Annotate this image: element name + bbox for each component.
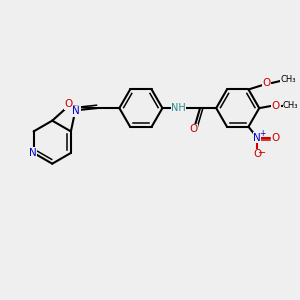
Text: O: O <box>64 99 72 109</box>
Text: −: − <box>258 148 266 158</box>
Text: O: O <box>262 78 271 88</box>
Text: O: O <box>190 124 198 134</box>
Text: O: O <box>272 101 280 111</box>
Text: CH₃: CH₃ <box>281 75 296 84</box>
Text: +: + <box>259 129 265 138</box>
Text: N: N <box>73 106 80 116</box>
Text: O: O <box>271 133 279 142</box>
Text: CH₃: CH₃ <box>283 101 298 110</box>
Text: N: N <box>29 148 37 158</box>
Text: N: N <box>253 133 261 142</box>
Text: O: O <box>253 149 261 159</box>
Text: NH: NH <box>171 103 186 113</box>
